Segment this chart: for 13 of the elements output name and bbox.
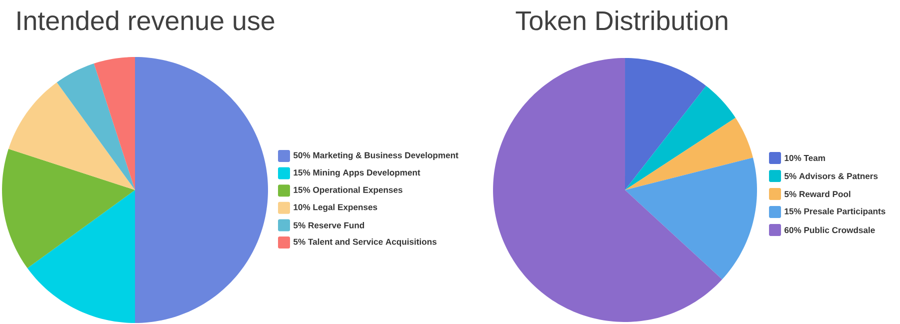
legend-label: 15% Presale Participants <box>784 208 886 216</box>
legend-label: 15% Operational Expenses <box>294 186 402 195</box>
chart-title: Token Distribution <box>516 10 728 30</box>
legend-label: 15% Mining Apps Development <box>294 169 420 178</box>
legend-label: 5% Talent and Service Acquisitions <box>293 238 436 246</box>
legend-label: 60% Public Crowdsale <box>784 226 875 234</box>
legend-label: 5% Reserve Fund <box>293 222 364 228</box>
legend-label: 10% Team <box>784 154 825 162</box>
legend-label: 50% Marketing & Business Development <box>293 152 458 160</box>
legend-label: 5% Advisors & Patners <box>784 172 878 180</box>
legend-label: 5% Reward Pool <box>784 190 850 198</box>
chart-title: Intended revenue use <box>18 10 274 30</box>
legend-label: 10% Legal Expenses <box>294 204 378 212</box>
